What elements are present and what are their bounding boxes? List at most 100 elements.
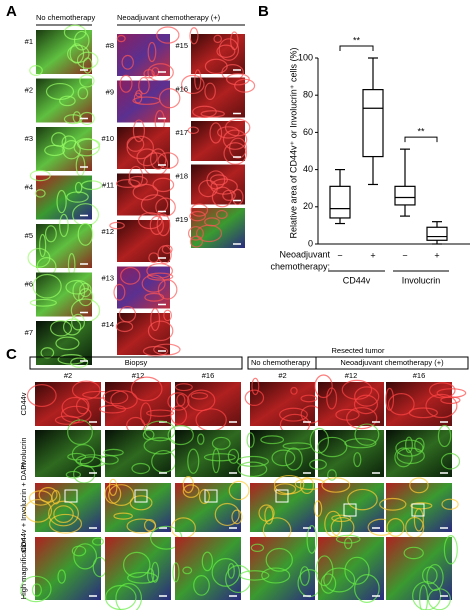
micrograph — [167, 425, 241, 477]
texture — [78, 288, 94, 307]
texture — [409, 477, 429, 494]
micrograph — [117, 119, 179, 177]
micrograph — [29, 24, 99, 76]
micrograph — [115, 305, 181, 357]
sample-label: #8 — [106, 41, 114, 50]
texture — [31, 583, 42, 597]
texture — [65, 470, 82, 479]
texture — [227, 448, 240, 464]
texture — [29, 169, 51, 182]
micrograph — [27, 213, 94, 277]
texture — [182, 566, 193, 575]
micrograph — [36, 313, 92, 368]
texture — [40, 347, 55, 359]
texture — [110, 390, 138, 410]
texture — [193, 575, 210, 596]
micrograph — [35, 419, 109, 484]
texture — [144, 292, 165, 302]
micrograph — [315, 534, 384, 604]
texture — [223, 142, 248, 165]
texture — [326, 387, 338, 410]
texture — [331, 514, 352, 523]
y-axis-label: Relative area of CD44v⁺ or Involucrin⁺ c… — [288, 47, 298, 238]
texture — [210, 178, 238, 195]
texture — [216, 44, 236, 58]
texture — [251, 377, 260, 396]
roi-box — [64, 489, 78, 503]
micrograph — [36, 74, 95, 126]
sample-label: #3 — [25, 134, 33, 143]
texture — [335, 534, 361, 544]
texture — [440, 396, 461, 405]
micrograph-image — [191, 121, 245, 161]
texture — [273, 483, 297, 496]
texture — [300, 394, 318, 403]
row-label: CD44v — [19, 392, 28, 415]
micrograph-image — [36, 272, 92, 317]
texture — [309, 459, 327, 470]
sample-label: #16 — [175, 84, 188, 93]
texture — [82, 57, 93, 74]
group-header: Neoadjuvant chemotherapy (+) — [117, 13, 221, 22]
texture — [228, 480, 250, 501]
row-label: High magnification — [19, 538, 28, 600]
texture — [146, 263, 173, 279]
x-tick-label: − — [337, 250, 342, 260]
texture — [61, 135, 77, 150]
texture — [71, 380, 101, 400]
texture — [56, 189, 67, 214]
box — [426, 226, 448, 241]
micrograph — [24, 483, 101, 534]
y-tick-label: 60 — [303, 127, 313, 137]
texture — [198, 488, 211, 505]
texture — [346, 406, 378, 430]
texture — [209, 122, 223, 144]
texture — [38, 487, 58, 503]
texture — [231, 509, 243, 525]
micrograph — [239, 524, 322, 600]
roi-box — [275, 489, 289, 503]
texture — [211, 558, 241, 587]
box — [362, 89, 384, 158]
significance-label: ** — [417, 127, 425, 137]
texture — [187, 126, 200, 135]
micrograph — [187, 203, 245, 248]
column-label: #16 — [413, 371, 426, 380]
texture — [20, 575, 52, 603]
texture — [35, 189, 46, 198]
sample-label: #4 — [25, 182, 33, 191]
micrograph — [109, 212, 173, 264]
texture — [353, 394, 379, 415]
micrograph — [115, 165, 176, 217]
texture — [239, 570, 270, 581]
texture — [156, 213, 171, 237]
texture — [344, 438, 377, 449]
texture — [44, 144, 66, 157]
texture — [140, 194, 169, 215]
texture — [422, 566, 438, 585]
texture — [386, 518, 405, 537]
texture — [108, 484, 135, 506]
texture — [347, 488, 378, 511]
texture — [189, 210, 206, 222]
sample-label: #17 — [175, 128, 188, 137]
texture — [26, 384, 57, 408]
texture — [394, 447, 413, 468]
texture — [24, 498, 53, 523]
column-label: #12 — [345, 371, 358, 380]
micrograph — [104, 525, 183, 610]
texture — [414, 437, 425, 453]
roi-box — [134, 489, 148, 503]
micrograph-image — [175, 382, 241, 426]
texture — [79, 282, 92, 298]
micrograph-image — [250, 430, 315, 477]
texture — [122, 551, 151, 578]
x-tick-label: + — [434, 250, 439, 260]
texture — [77, 222, 94, 246]
texture — [182, 475, 194, 494]
texture — [425, 393, 458, 419]
sample-label: #7 — [25, 328, 33, 337]
micrograph-image — [117, 173, 170, 216]
group-header: No chemotherapy — [36, 13, 95, 22]
micrograph — [309, 423, 384, 481]
